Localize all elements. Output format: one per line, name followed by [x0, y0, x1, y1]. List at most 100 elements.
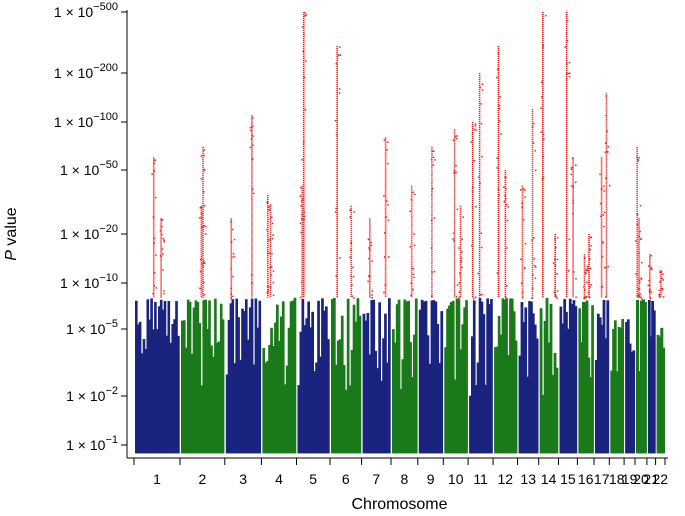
peak-point: [533, 264, 536, 267]
peak-point: [200, 206, 202, 209]
peak-point: [201, 212, 203, 215]
peak-point: [584, 296, 587, 299]
peak-point: [410, 294, 412, 297]
peak-point: [605, 296, 607, 298]
peak-point: [521, 202, 523, 204]
peak-point: [250, 138, 253, 140]
point-column: [514, 340, 518, 454]
peak-chr11: [477, 73, 484, 298]
point-column: [177, 335, 180, 454]
point-column: [444, 347, 447, 454]
peak-point: [661, 289, 664, 291]
point-column: [518, 355, 522, 454]
peak-point: [386, 200, 388, 202]
chromosome-11-points: [469, 298, 493, 454]
peak-point: [460, 260, 463, 262]
point-column: [270, 327, 273, 454]
peak-point: [570, 185, 573, 187]
peak-point: [640, 277, 642, 280]
peak-point: [601, 286, 604, 288]
chromosome-18-points: [610, 319, 624, 454]
peak-point: [661, 287, 664, 290]
point-column: [512, 311, 516, 454]
peak-point: [650, 266, 652, 268]
peak-point: [334, 211, 337, 213]
peak-point: [368, 257, 370, 260]
peak-point: [658, 289, 661, 292]
peak-point: [338, 92, 341, 94]
peak-point: [305, 60, 307, 62]
peak-point: [540, 107, 542, 109]
peak-point: [203, 281, 205, 284]
peak-chr12: [503, 170, 509, 299]
peak-point: [584, 289, 586, 291]
point-column: [171, 324, 174, 454]
peak-point: [503, 200, 505, 203]
chromosome-21-points: [647, 299, 656, 454]
peak-chr9: [430, 146, 436, 298]
peak-chr17: [599, 157, 606, 298]
peak-point: [456, 135, 458, 137]
peak-point: [232, 252, 235, 255]
point-column: [636, 299, 639, 454]
point-column: [150, 298, 153, 454]
peak-point: [522, 188, 525, 190]
peak-point: [351, 295, 354, 297]
peak-point: [388, 256, 390, 258]
point-column: [547, 342, 551, 454]
peak-point: [504, 195, 506, 197]
peak-point: [199, 270, 202, 273]
peak-point: [371, 294, 373, 296]
point-column: [266, 361, 269, 454]
peak-point: [497, 91, 500, 94]
peak-point: [432, 150, 434, 152]
peak-point: [203, 149, 205, 152]
peak-point: [268, 209, 270, 211]
peak-point: [163, 239, 166, 241]
peak-point: [496, 272, 499, 274]
peak-point: [339, 257, 341, 259]
peak-point: [349, 256, 351, 259]
peak-point: [589, 286, 591, 288]
peak-point: [603, 211, 606, 214]
peak-chr16: [583, 254, 588, 300]
peak-point: [472, 186, 474, 189]
peak-point: [531, 287, 534, 289]
peak-point: [267, 289, 270, 291]
point-column: [438, 363, 442, 454]
point-column: [582, 301, 585, 454]
x-tick-label: 1: [153, 471, 161, 487]
peak-point: [461, 266, 463, 269]
point-column: [241, 308, 244, 454]
peak-point: [566, 15, 568, 18]
peak-point: [153, 242, 155, 244]
chromosome-4-points: [262, 297, 297, 454]
peak-point: [480, 122, 483, 125]
peak-point: [351, 284, 353, 286]
point-column: [305, 318, 309, 454]
point-column: [471, 336, 474, 454]
point-column: [455, 298, 459, 454]
point-column: [183, 320, 186, 454]
peak-chr5: [301, 12, 307, 298]
point-column: [638, 371, 641, 454]
peak-point: [531, 239, 533, 241]
peak-point: [590, 284, 592, 286]
point-column: [403, 299, 407, 454]
point-column: [297, 385, 301, 454]
peak-point: [566, 40, 569, 42]
chromosome-19-points: [625, 319, 636, 454]
point-column: [585, 300, 589, 454]
peak-point: [634, 240, 637, 242]
peak-point: [431, 271, 433, 273]
peak-point: [252, 117, 254, 119]
peak-point: [353, 297, 355, 299]
peak-point: [233, 238, 236, 241]
peak-point: [411, 267, 413, 269]
peak-point: [556, 297, 558, 299]
point-column: [446, 308, 449, 454]
peak-point: [659, 281, 661, 283]
peak-point: [269, 267, 271, 269]
point-column: [368, 354, 372, 454]
peak-point: [271, 222, 274, 225]
